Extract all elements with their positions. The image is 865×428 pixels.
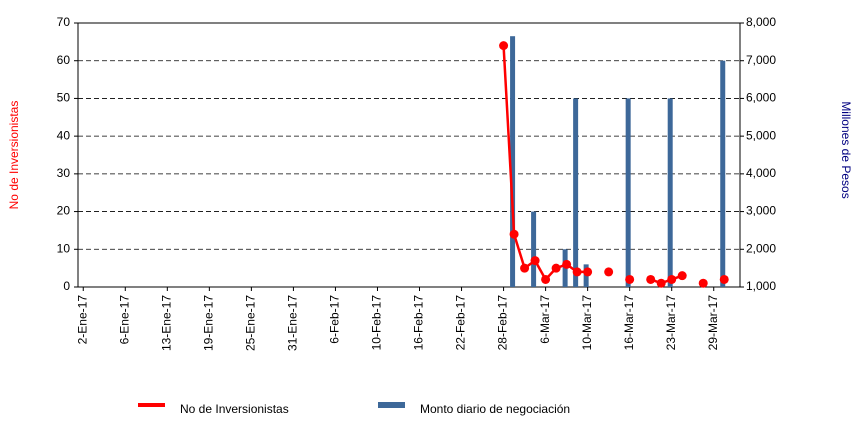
marker bbox=[719, 274, 729, 284]
y2-tick-label: 3,000 bbox=[746, 204, 776, 218]
marker bbox=[572, 267, 582, 277]
marker bbox=[530, 256, 540, 266]
bar bbox=[720, 60, 726, 287]
legend-label: No de Inversionistas bbox=[180, 402, 289, 416]
y-tick-label: 20 bbox=[57, 204, 71, 218]
marker bbox=[562, 259, 572, 269]
y2-tick-label: 7,000 bbox=[746, 53, 776, 67]
y2-tick-label: 1,000 bbox=[746, 279, 776, 293]
marker bbox=[604, 267, 614, 277]
x-tick-label: 16-Mar-17 bbox=[622, 295, 636, 351]
y-tick-label: 30 bbox=[57, 166, 71, 180]
x-tick-label: 31-Ene-17 bbox=[286, 295, 300, 351]
x-tick-label: 2-Ene-17 bbox=[75, 295, 89, 345]
marker bbox=[509, 229, 519, 239]
marker bbox=[698, 278, 708, 288]
x-tick-label: 28-Feb-17 bbox=[496, 295, 510, 351]
marker bbox=[646, 274, 656, 284]
legend-label: Monto diario de negociación bbox=[420, 402, 570, 416]
y-tick-label: 50 bbox=[57, 91, 71, 105]
bar bbox=[510, 36, 516, 288]
x-tick-label: 10-Mar-17 bbox=[580, 295, 594, 351]
y-tick-label: 40 bbox=[57, 128, 71, 142]
y-tick-label: 70 bbox=[57, 15, 71, 29]
bar bbox=[667, 98, 673, 287]
x-tick-label: 29-Mar-17 bbox=[706, 295, 720, 351]
bar bbox=[625, 98, 631, 287]
x-tick-label: 19-Ene-17 bbox=[202, 295, 216, 351]
bar bbox=[531, 211, 537, 287]
marker bbox=[583, 267, 593, 277]
legend-swatch bbox=[378, 402, 405, 408]
y2-tick-label: 2,000 bbox=[746, 241, 776, 255]
x-tick-label: 10-Feb-17 bbox=[370, 295, 384, 351]
y-tick-label: 10 bbox=[57, 241, 71, 255]
x-tick-label: 25-Ene-17 bbox=[244, 295, 258, 351]
marker bbox=[499, 41, 509, 51]
line bbox=[650, 274, 683, 285]
marker bbox=[541, 274, 551, 284]
x-tick-label: 6-Mar-17 bbox=[538, 295, 552, 344]
x-tick-label: 6-Ene-17 bbox=[117, 295, 131, 345]
x-tick-label: 6-Feb-17 bbox=[328, 295, 342, 344]
x-tick-label: 22-Feb-17 bbox=[454, 295, 468, 351]
marker bbox=[551, 263, 561, 273]
bar bbox=[573, 98, 579, 287]
marker bbox=[520, 263, 530, 273]
x-tick-label: 13-Ene-17 bbox=[159, 295, 173, 351]
marker bbox=[677, 271, 687, 281]
y-tick-label: 0 bbox=[63, 279, 70, 293]
x-tick-label: 23-Mar-17 bbox=[664, 295, 678, 351]
y2-tick-label: 6,000 bbox=[746, 91, 776, 105]
y2-tick-label: 4,000 bbox=[746, 166, 776, 180]
marker bbox=[625, 274, 635, 284]
marker bbox=[667, 274, 677, 284]
marker bbox=[656, 278, 666, 288]
y-axis-title: No de Inversionistas bbox=[7, 101, 21, 210]
y2-tick-label: 5,000 bbox=[746, 128, 776, 142]
y2-axis-title: Millones de Pesos bbox=[839, 101, 853, 198]
y2-tick-label: 8,000 bbox=[746, 15, 776, 29]
plot-frame bbox=[77, 22, 741, 288]
y-tick-label: 60 bbox=[57, 53, 71, 67]
x-tick-label: 16-Feb-17 bbox=[412, 295, 426, 351]
